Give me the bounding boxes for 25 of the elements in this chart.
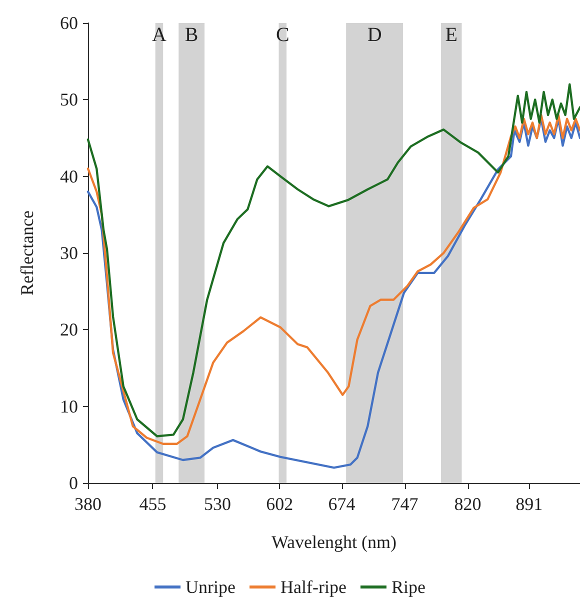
band-label: D bbox=[367, 24, 382, 46]
legend-label: Unripe bbox=[186, 577, 236, 597]
x-tick-label: 747 bbox=[391, 494, 418, 514]
x-tick-label: 820 bbox=[454, 494, 482, 514]
band-label: B bbox=[184, 24, 198, 46]
y-tick-label: 20 bbox=[60, 320, 78, 340]
y-tick-label: 30 bbox=[60, 243, 78, 263]
y-tick-label: 40 bbox=[60, 166, 78, 186]
x-tick-label: 530 bbox=[204, 494, 231, 514]
x-axis-title: Wavelenght (nm) bbox=[271, 532, 397, 552]
x-tick-label: 602 bbox=[266, 494, 294, 514]
x-tick-label: 455 bbox=[139, 494, 166, 514]
y-tick-label: 10 bbox=[60, 396, 78, 416]
x-tick-label: 380 bbox=[74, 494, 102, 514]
legend-label: Half-ripe bbox=[280, 577, 346, 597]
legend-label: Ripe bbox=[391, 577, 426, 597]
y-tick-label: 50 bbox=[60, 90, 78, 110]
y-tick-label: 60 bbox=[60, 13, 78, 33]
x-tick-label: 891 bbox=[516, 494, 543, 514]
band-label: C bbox=[276, 24, 290, 46]
y-axis-title: Reflectance bbox=[17, 210, 37, 296]
x-tick-label: 674 bbox=[328, 494, 356, 514]
band-label: E bbox=[445, 24, 458, 46]
band-label: A bbox=[152, 24, 167, 46]
y-tick-label: 0 bbox=[69, 473, 78, 493]
